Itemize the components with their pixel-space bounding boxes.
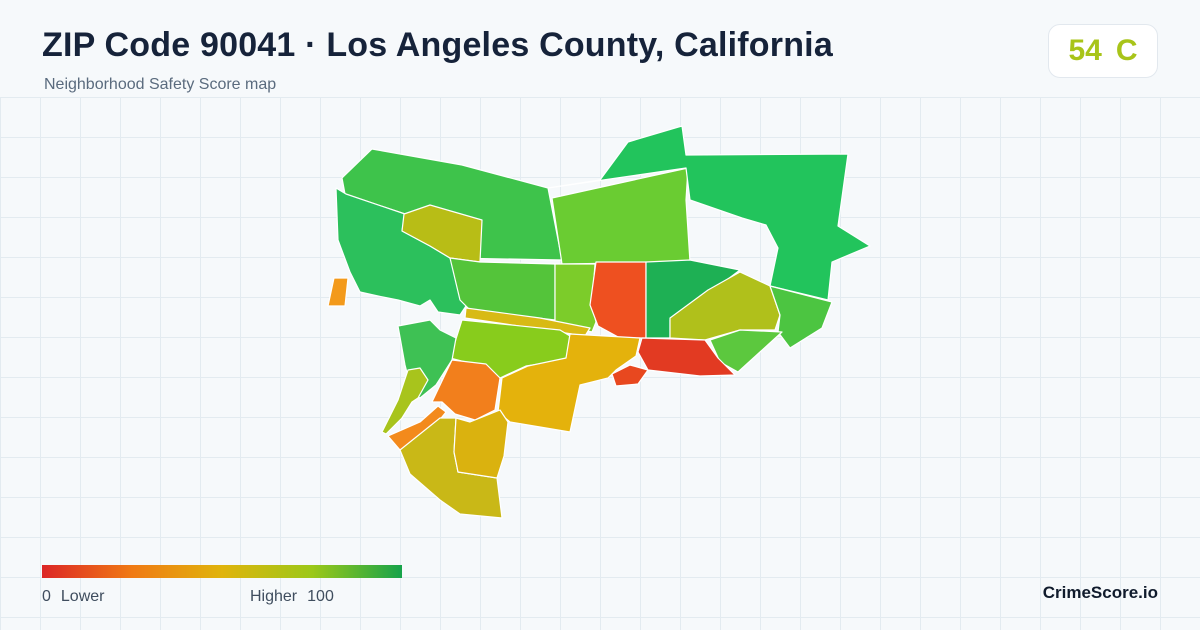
region-small-red[interactable] — [611, 364, 649, 387]
page-subtitle: Neighborhood Safety Score map — [44, 76, 277, 93]
legend-min-label: Lower — [60, 588, 105, 605]
score-value: 54 — [1068, 34, 1102, 67]
region-eastern-edge[interactable] — [769, 285, 833, 349]
region-south-red[interactable] — [637, 337, 736, 377]
region-central-red[interactable] — [589, 261, 647, 339]
legend-high: Higher 100 — [250, 588, 334, 606]
region-south-yellow[interactable] — [497, 333, 641, 433]
legend-gradient-bar — [42, 565, 402, 578]
brand-logo-text: CrimeScore.io — [1042, 583, 1158, 602]
region-north-central[interactable] — [551, 167, 691, 265]
region-northeast-ridge[interactable] — [547, 125, 871, 301]
legend-max-label: Higher — [250, 588, 298, 605]
legend-max-value: 100 — [307, 588, 334, 605]
score-grade: C — [1115, 34, 1138, 67]
page-title: ZIP Code 90041 · Los Angeles County, Cal… — [42, 26, 833, 64]
region-southwest-lime[interactable] — [381, 367, 429, 435]
legend-low: 0 Lower — [42, 588, 104, 606]
score-badge: 54 C — [1048, 24, 1158, 78]
region-south-mustard[interactable] — [453, 409, 509, 479]
region-far-west-pocket[interactable] — [327, 277, 349, 307]
legend-min-value: 0 — [42, 588, 51, 605]
